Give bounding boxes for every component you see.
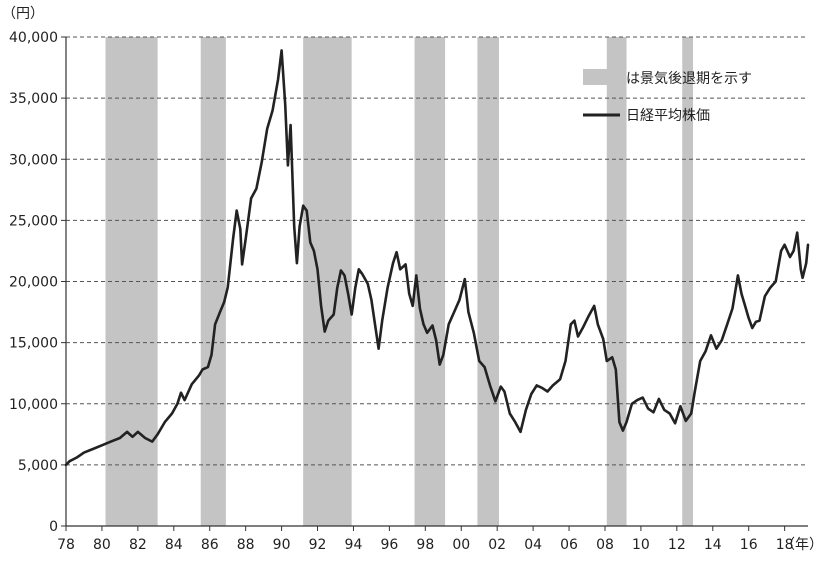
y-tick-label-1: 5,000: [18, 458, 58, 474]
x-tick-label-19: 16: [740, 537, 758, 553]
y-tick-label-0: 0: [49, 519, 58, 535]
y-axis-unit: （円）: [2, 6, 44, 22]
y-tick-label-6: 30,000: [9, 152, 58, 168]
x-tick-label-18: 14: [704, 537, 722, 553]
legend: は景気後退期を示す 日経平均株価: [583, 69, 752, 124]
x-tick-label-1: 80: [93, 537, 111, 553]
x-tick-label-15: 08: [596, 537, 614, 553]
y-tick-labels: 0 5,000 10,000 15,000 20,000 25,000 30,000 35,0…: [9, 30, 66, 535]
x-tick-label-20: 18: [776, 537, 794, 553]
x-tick-label-11: 00: [452, 537, 470, 553]
x-tick-label-12: 02: [488, 537, 506, 553]
legend-line-label: 日経平均株価: [626, 108, 710, 124]
x-tick-label-9: 96: [380, 537, 398, 553]
x-tick-label-8: 94: [345, 537, 363, 553]
x-tick-labels: 78 80 82 84 86 88 90 92 94 96 98 00 02 04 06 08 10 12 14 16…: [57, 526, 794, 553]
recession-band-5: [606, 37, 627, 526]
x-tick-label-0: 78: [57, 537, 75, 553]
y-tick-label-7: 35,000: [9, 91, 58, 107]
x-tick-label-14: 06: [560, 537, 578, 553]
x-tick-label-3: 84: [165, 537, 183, 553]
y-tick-label-2: 10,000: [9, 397, 58, 413]
x-tick-label-7: 92: [309, 537, 327, 553]
y-tick-label-4: 20,000: [9, 275, 58, 291]
recession-band-6: [682, 37, 694, 526]
x-axis-unit: （年）: [781, 537, 823, 553]
x-tick-label-2: 82: [129, 537, 147, 553]
legend-recession-swatch: [583, 69, 621, 85]
x-tick-label-5: 88: [237, 537, 255, 553]
x-tick-label-4: 86: [201, 537, 219, 553]
x-tick-label-10: 98: [416, 537, 434, 553]
y-tick-label-8: 40,000: [9, 30, 58, 46]
y-tick-label-5: 25,000: [9, 213, 58, 229]
x-tick-label-6: 90: [273, 537, 291, 553]
y-tick-label-3: 15,000: [9, 336, 58, 352]
legend-recession-label: は景気後退期を示す: [626, 71, 752, 87]
x-tick-label-13: 04: [524, 537, 542, 553]
x-tick-label-17: 12: [668, 537, 686, 553]
grid-lines: [66, 36, 808, 466]
nikkei-average-line: [64, 49, 810, 467]
x-tick-label-16: 10: [632, 537, 650, 553]
